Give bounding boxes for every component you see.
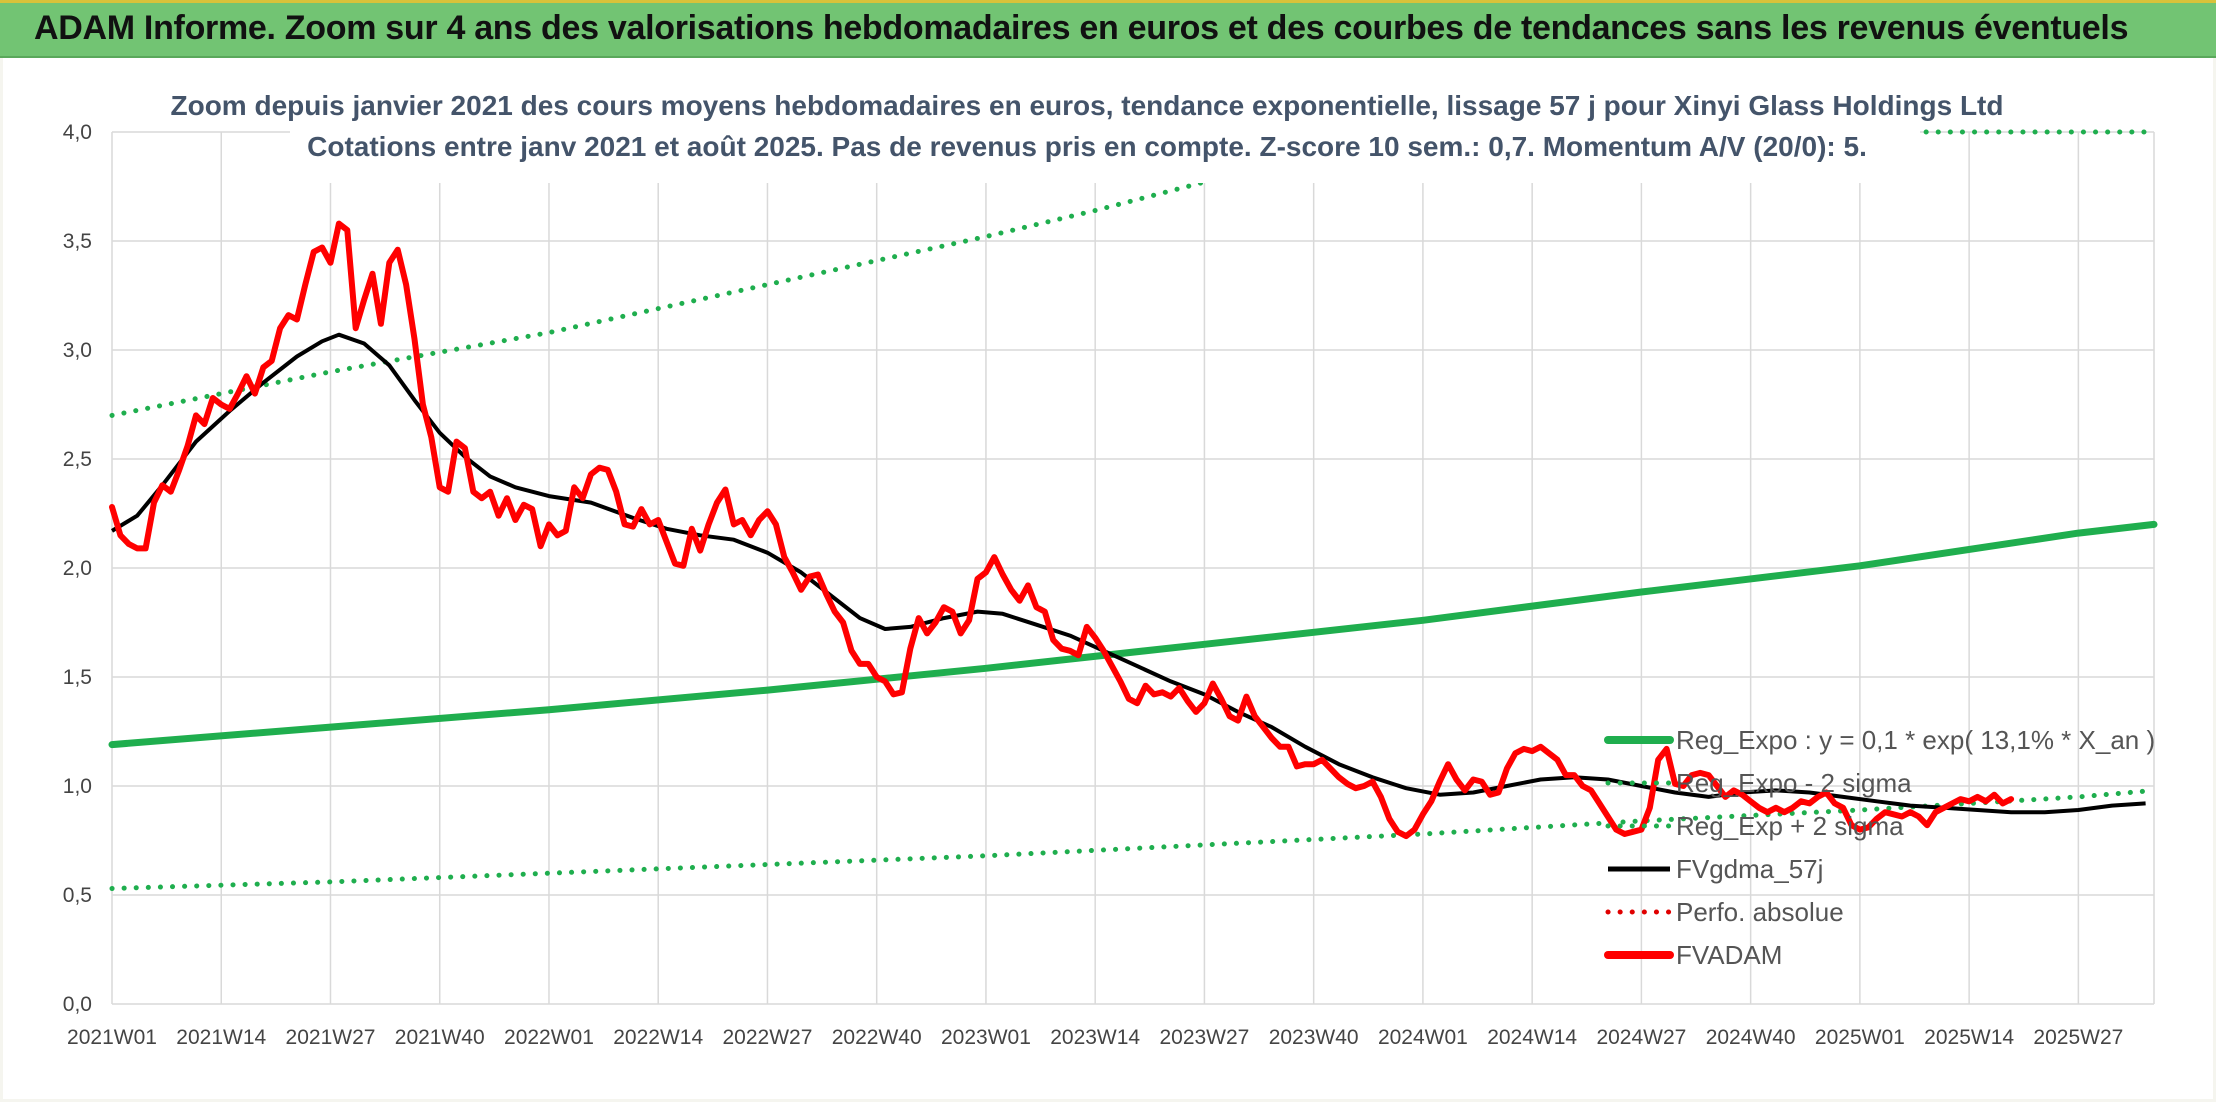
series-line-fvgdma-57j: [110, 332, 2146, 815]
x-tick-label: 2022W40: [832, 1026, 922, 1049]
y-tick-label: 2,5: [63, 448, 92, 471]
x-tick-label: 2021W01: [67, 1026, 157, 1049]
x-tick-label: 2025W01: [1815, 1026, 1905, 1049]
x-tick-label: 2023W40: [1269, 1026, 1359, 1049]
y-tick-label: 0,0: [63, 993, 92, 1016]
series: [108, 129, 2158, 891]
x-tick-label: 2025W14: [1924, 1026, 2014, 1049]
y-tick-label: 2,0: [63, 557, 92, 580]
x-tick-label: 2024W14: [1487, 1026, 1577, 1049]
x-axis: 2021W01 2021W14 2021W27 2021W40 2022W01 2022W…: [67, 1026, 2123, 1049]
chart-subtitle-line1: Zoom depuis janvier 2021 des cours moyen…: [171, 90, 2004, 121]
legend-label-fvadam: FVADAM: [1676, 940, 1782, 970]
series-line-reg-expo-y-0-1-exp-13-1-x-an: [108, 520, 2158, 749]
y-axis: 0,0 0,5 1,0 1,5 2,0 2,5 3,0 3,5 4,0: [63, 121, 92, 1016]
x-tick-label: 2021W14: [176, 1026, 266, 1049]
legend: Reg_Expo : y = 0,1 * exp( 13,1% * X_an )…: [1604, 725, 2155, 970]
y-tick-label: 3,5: [63, 230, 92, 253]
legend-label-fvgdma-57j: FVgdma_57j: [1676, 854, 1823, 884]
y-tick-label: 1,0: [63, 775, 92, 798]
x-tick-label: 2024W40: [1706, 1026, 1796, 1049]
legend-label-reg-expo-2-sigma: Reg_Expo - 2 sigma: [1676, 768, 1912, 798]
legend-label-perfo-absolue: Perfo. absolue: [1676, 897, 1844, 927]
series-line-fvadam: [109, 220, 2015, 840]
legend-label-reg-expo-y-0-1-exp-13-1-x-an: Reg_Expo : y = 0,1 * exp( 13,1% * X_an ): [1676, 725, 2155, 755]
y-tick-label: 0,5: [63, 884, 92, 907]
y-tick-label: 3,0: [63, 339, 92, 362]
x-tick-label: 2022W14: [613, 1026, 703, 1049]
x-tick-label: 2023W14: [1050, 1026, 1140, 1049]
chart-subtitle-line2: Cotations entre janv 2021 et août 2025. …: [307, 131, 1867, 162]
x-tick-label: 2025W27: [2033, 1026, 2123, 1049]
x-tick-label: 2023W01: [941, 1026, 1031, 1049]
x-tick-label: 2022W01: [504, 1026, 594, 1049]
chart: 0,00,51,01,52,02,53,03,54,0 2021W01 2021W…: [63, 78, 2158, 1049]
y-tick-label: 4,0: [63, 121, 92, 144]
title-bar: ADAM Informe. Zoom sur 4 ans des valoris…: [0, 0, 2216, 58]
x-tick-label: 2022W27: [723, 1026, 813, 1049]
x-tick-label: 2021W27: [286, 1026, 376, 1049]
series-line-reg-expo-2-sigma: [109, 787, 2157, 891]
legend-label-reg-exp-2-sigma: Reg_Exp + 2 sigma: [1676, 811, 1904, 841]
y-tick-label: 1,5: [63, 666, 92, 689]
series-line-reg-exp-2-sigma: [109, 168, 1249, 418]
x-tick-label: 2024W01: [1378, 1026, 1468, 1049]
x-tick-label: 2023W27: [1159, 1026, 1249, 1049]
x-tick-label: 2021W40: [395, 1026, 485, 1049]
subtitle-backdrop: [290, 78, 1920, 183]
x-tick-label: 2024W27: [1596, 1026, 1686, 1049]
page-title: ADAM Informe. Zoom sur 4 ans des valoris…: [34, 9, 2129, 47]
